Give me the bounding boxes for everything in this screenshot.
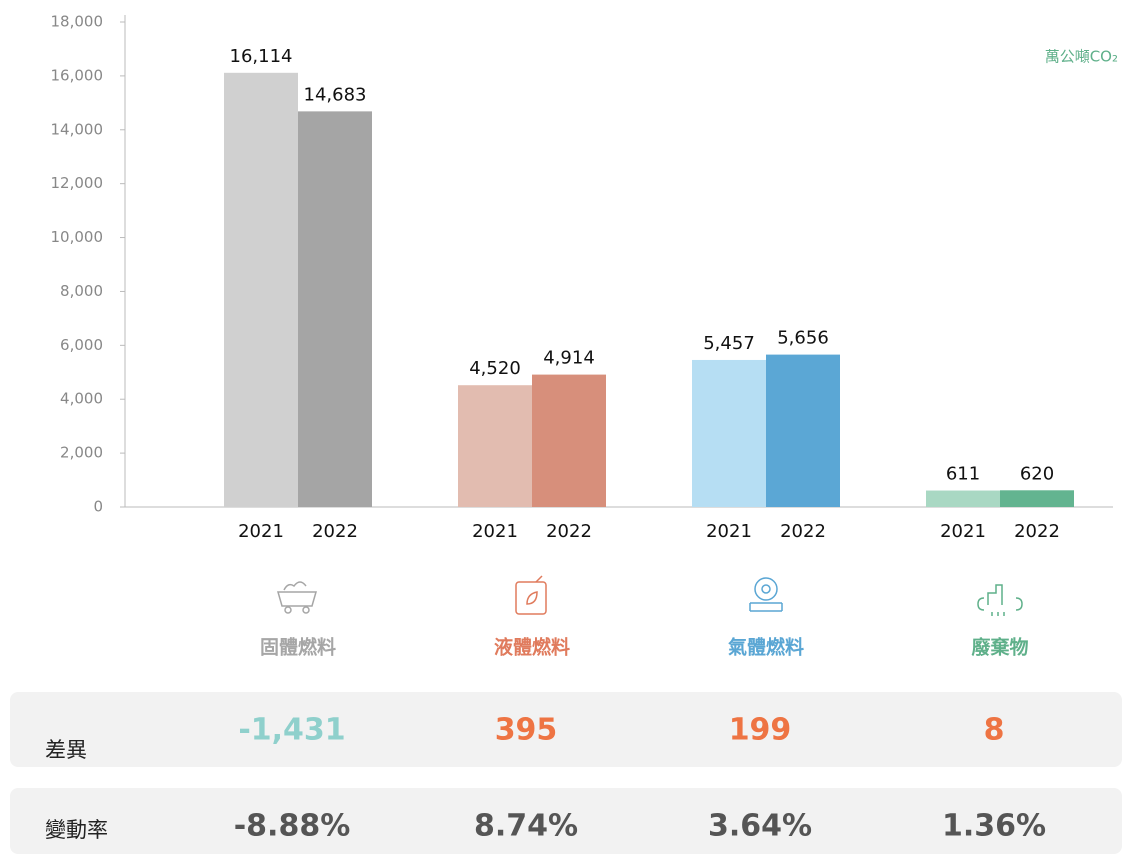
y-tick-label: 4,000 xyxy=(60,390,103,408)
bar xyxy=(692,359,766,507)
value-label: 5,656 xyxy=(777,328,829,349)
category-label: 固體燃料 xyxy=(260,636,336,659)
unit-label: 萬公噸CO₂ xyxy=(1045,48,1118,66)
row-label: 差異 xyxy=(45,738,87,762)
row-value: 395 xyxy=(495,713,558,748)
x-sub-label: 2022 xyxy=(1014,521,1060,542)
x-sub-label: 2021 xyxy=(238,521,284,542)
icon-liquid xyxy=(515,575,547,615)
row-value: 199 xyxy=(729,713,792,748)
row-value: 8 xyxy=(984,713,1005,748)
bar xyxy=(458,385,532,507)
y-tick-label: 0 xyxy=(93,498,103,516)
bar xyxy=(1000,490,1074,507)
y-tick-label: 6,000 xyxy=(60,336,103,354)
bar xyxy=(298,111,372,507)
x-sub-label: 2022 xyxy=(780,521,826,542)
value-label: 16,114 xyxy=(230,46,293,67)
bar xyxy=(766,354,840,507)
category-label: 液體燃料 xyxy=(494,636,570,659)
row-value: -1,431 xyxy=(238,713,345,748)
icon-gas xyxy=(749,577,783,612)
y-tick-label: 18,000 xyxy=(51,13,104,31)
y-tick-label: 2,000 xyxy=(60,444,103,462)
value-label: 4,520 xyxy=(469,358,521,379)
value-label: 5,457 xyxy=(703,333,755,354)
row-value: 1.36% xyxy=(942,809,1046,844)
x-sub-label: 2022 xyxy=(546,521,592,542)
y-tick-label: 12,000 xyxy=(51,174,104,192)
x-sub-label: 2021 xyxy=(472,521,518,542)
bar xyxy=(224,72,298,507)
category-label: 氣體燃料 xyxy=(728,636,804,659)
row-value: 3.64% xyxy=(708,809,812,844)
icons xyxy=(277,575,1023,616)
row-bg xyxy=(10,788,1122,854)
category-label: 廢棄物 xyxy=(971,636,1028,659)
row-label: 變動率 xyxy=(45,818,108,842)
y-tick-label: 14,000 xyxy=(51,120,104,138)
x-sub-label: 2022 xyxy=(312,521,358,542)
x-sub-label: 2021 xyxy=(940,521,986,542)
row-value: -8.88% xyxy=(234,809,351,844)
bar xyxy=(532,374,606,507)
bar xyxy=(926,490,1000,507)
value-label: 4,914 xyxy=(543,348,595,369)
y-tick-label: 10,000 xyxy=(51,228,104,246)
y-tick-label: 8,000 xyxy=(60,282,103,300)
row-value: 8.74% xyxy=(474,809,578,844)
value-label: 14,683 xyxy=(304,84,367,105)
x-sub-label: 2021 xyxy=(706,521,752,542)
icon-waste xyxy=(977,584,1023,616)
value-label: 611 xyxy=(946,464,980,485)
row-bg xyxy=(10,692,1122,767)
value-label: 620 xyxy=(1020,463,1054,484)
y-tick-label: 16,000 xyxy=(51,66,104,84)
icon-coal xyxy=(277,581,317,614)
